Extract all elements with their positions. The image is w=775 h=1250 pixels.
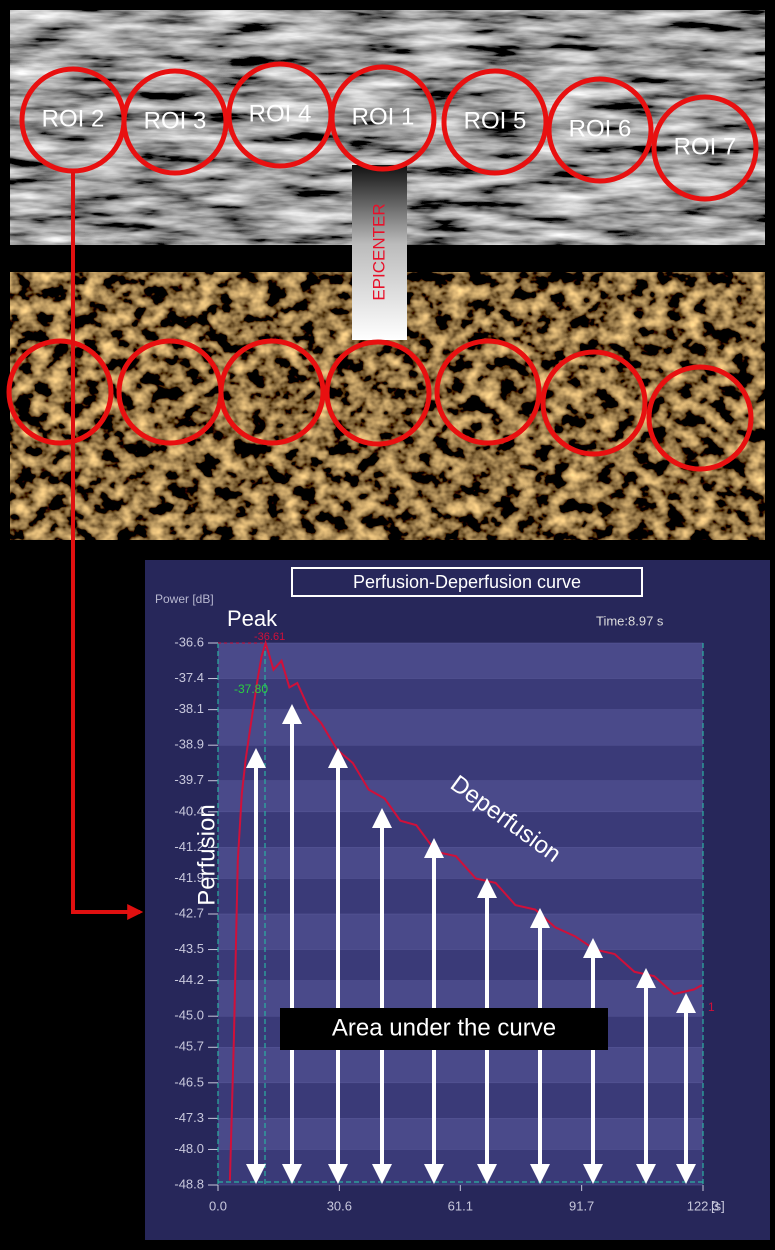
y-tick-label: -48.0 <box>174 1141 204 1156</box>
y-tick-label: -45.7 <box>174 1039 204 1054</box>
y-tick-label: -44.2 <box>174 972 204 987</box>
y-tick-label: -45.0 <box>174 1008 204 1023</box>
figure: EPICENTER ROI 2 ROI 3 ROI 4 ROI 1 ROI 5 ROI 6… <box>0 0 775 1245</box>
y-tick-label: -37.4 <box>174 670 204 685</box>
roi-label: ROI 5 <box>464 107 527 134</box>
auc-label: Area under the curve <box>332 1014 556 1041</box>
roi-label: ROI 2 <box>42 105 105 132</box>
peak-value: -36.61 <box>254 631 285 643</box>
x-unit-label: [s] <box>711 1198 725 1213</box>
roi-label: ROI 7 <box>674 133 737 160</box>
epicenter-label: EPICENTER <box>369 203 388 300</box>
perfusion-label: Perfusion <box>193 804 220 905</box>
x-tick-label: 0.0 <box>209 1198 227 1213</box>
y-axis-label: Power [dB] <box>155 592 214 606</box>
page: EPICENTER ROI 2 ROI 3 ROI 4 ROI 1 ROI 5 ROI 6… <box>0 0 775 1250</box>
stripe <box>218 643 703 679</box>
time-label: Time:8.97 s <box>596 613 664 628</box>
stripe <box>218 679 703 710</box>
roi-label: ROI 4 <box>249 100 312 127</box>
x-tick-label: 30.6 <box>327 1198 352 1213</box>
end-marker: 1 <box>708 1000 715 1014</box>
y-tick-label: -42.7 <box>174 905 204 920</box>
roi-label: ROI 6 <box>569 115 632 142</box>
y-tick-label: -36.6 <box>174 634 204 649</box>
y-tick-label: -38.1 <box>174 701 204 716</box>
x-tick-label: 91.7 <box>569 1198 594 1213</box>
y-tick-label: -39.7 <box>174 772 204 787</box>
peak-label: Peak <box>227 606 278 631</box>
y-tick-label: -48.8 <box>174 1176 204 1191</box>
y-tick-label: -43.5 <box>174 941 204 956</box>
marker-value: -37.80 <box>234 682 268 696</box>
chart-title: Perfusion-Deperfusion curve <box>353 572 581 592</box>
roi-label: ROI 1 <box>352 103 415 130</box>
x-tick-label: 61.1 <box>448 1198 473 1213</box>
y-tick-label: -46.5 <box>174 1074 204 1089</box>
plot-area: -36.6-37.4-38.1-38.9-39.7-40.4-41.2-41.9… <box>174 606 724 1214</box>
roi-label: ROI 3 <box>144 107 207 134</box>
y-tick-label: -47.3 <box>174 1110 204 1125</box>
y-tick-label: -38.9 <box>174 737 204 752</box>
